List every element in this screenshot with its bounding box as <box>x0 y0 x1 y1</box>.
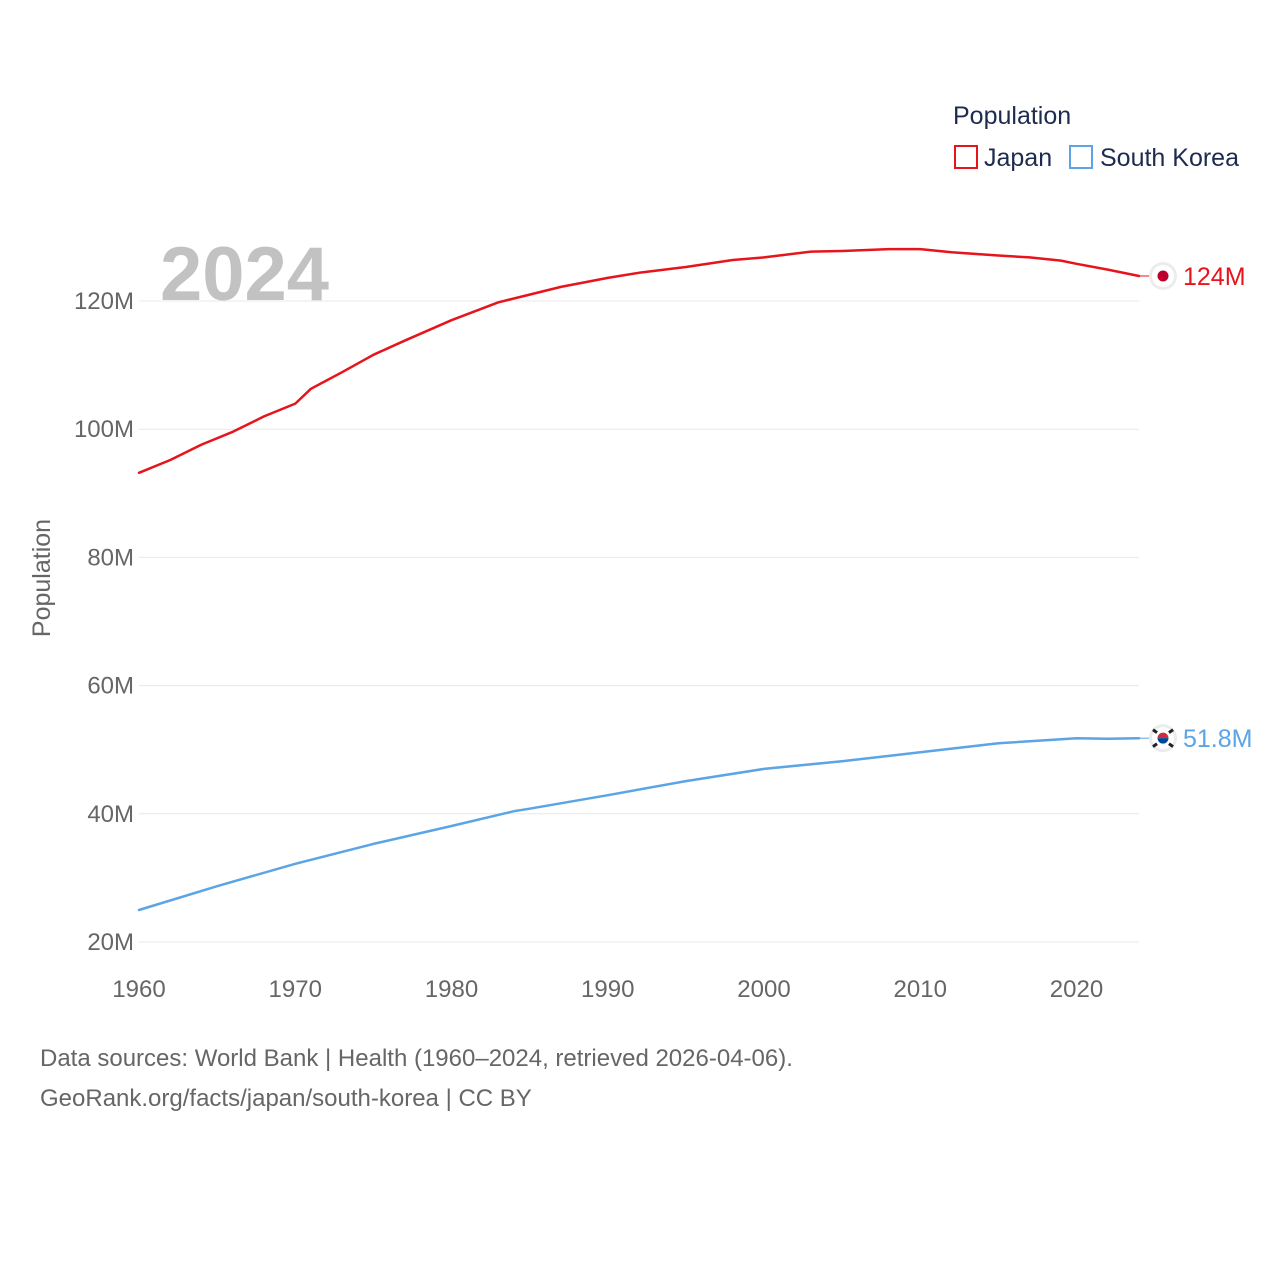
legend-title: Population <box>953 102 1071 130</box>
series-line-japan[interactable] <box>137 247 1141 475</box>
end-value-label: 51.8M <box>1183 725 1252 753</box>
gridlines <box>139 300 1139 943</box>
legend-swatch-south-korea <box>1069 145 1093 169</box>
flag-trigram <box>1168 742 1174 748</box>
series-lines <box>137 247 1141 912</box>
y-tick-label: 100M <box>74 416 134 443</box>
y-tick-label: 40M <box>87 801 134 828</box>
legend: Population Japan South Korea <box>953 102 1239 172</box>
legend-item-japan[interactable]: Japan <box>954 144 1052 172</box>
y-tick-label: 20M <box>87 929 134 956</box>
flag-taegeuk-bottom <box>1157 738 1169 744</box>
x-tick-label: 1970 <box>269 976 322 1003</box>
x-tick-label: 1960 <box>112 976 165 1003</box>
y-axis-title: Population <box>28 519 56 637</box>
year-label: 2024 <box>160 232 329 317</box>
flag-trigram <box>1152 742 1158 748</box>
x-tick-label: 1990 <box>581 976 634 1003</box>
flag-taegeuk-top <box>1157 732 1169 739</box>
footer-sources: Data sources: World Bank | Health (1960–… <box>40 1045 793 1072</box>
series-line-south-korea[interactable] <box>137 736 1141 912</box>
south-korea-flag-icon <box>1149 724 1177 753</box>
x-tick-label: 2000 <box>737 976 790 1003</box>
x-axis-ticks: 1960 1970 1980 1990 2000 2010 2020 <box>112 976 1103 1003</box>
legend-swatch-japan <box>954 145 978 169</box>
flag-trigram <box>1168 728 1174 734</box>
x-tick-label: 1980 <box>425 976 478 1003</box>
flag-sun <box>1157 270 1169 282</box>
y-axis-ticks: 20M 40M 60M 80M 100M 120M <box>74 288 134 956</box>
flag-trigram <box>1152 728 1158 734</box>
y-tick-label: 80M <box>87 544 134 571</box>
series-end-markers: 124M 51.8M <box>1139 262 1252 753</box>
end-value-label: 124M <box>1183 263 1246 291</box>
y-tick-label: 120M <box>74 288 134 315</box>
population-chart: 20M 40M 60M 80M 100M 120M 1960 1970 1980 1990 200… <box>28 102 1252 1003</box>
x-tick-label: 2010 <box>894 976 947 1003</box>
legend-label-japan: Japan <box>984 144 1052 172</box>
y-tick-label: 60M <box>87 673 134 700</box>
footer-link[interactable]: GeoRank.org/facts/japan/south-korea | CC… <box>40 1085 532 1112</box>
x-tick-label: 2020 <box>1050 976 1103 1003</box>
legend-item-south-korea[interactable]: South Korea <box>1069 144 1239 172</box>
legend-label-south-korea: South Korea <box>1100 144 1239 172</box>
japan-flag-icon <box>1149 262 1177 291</box>
